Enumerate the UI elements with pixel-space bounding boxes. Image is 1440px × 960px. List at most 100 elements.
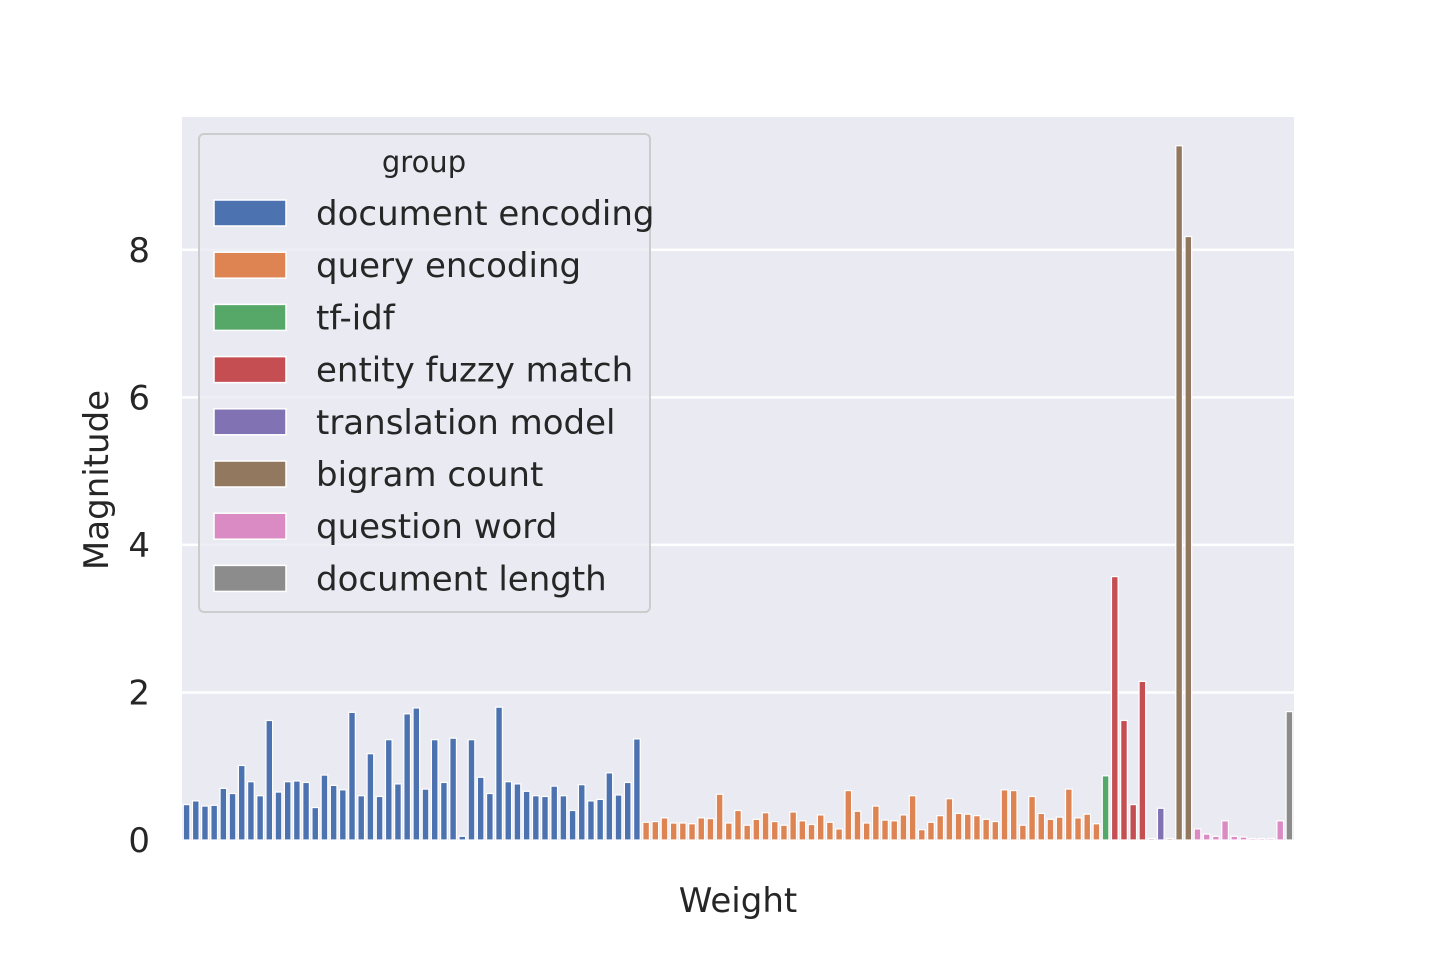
bar — [541, 795, 549, 841]
y-tick-label: 2 — [128, 673, 150, 713]
bar — [476, 776, 485, 841]
bars-group — [182, 145, 1294, 841]
bar — [1184, 235, 1193, 841]
y-axis-label: Magnitude — [77, 390, 117, 570]
bar — [311, 806, 320, 841]
bar — [302, 781, 310, 841]
y-axis-ticks: 0 2 4 6 8 — [128, 231, 150, 861]
bar — [1037, 812, 1046, 841]
bar — [256, 795, 265, 841]
bar — [219, 787, 228, 841]
bar — [1193, 828, 1202, 841]
bar — [715, 793, 724, 841]
bar — [1257, 837, 1266, 841]
bar — [1202, 833, 1211, 841]
bar — [927, 821, 935, 841]
bar — [1166, 837, 1174, 841]
bar — [1046, 818, 1055, 841]
bar — [210, 804, 219, 841]
bar — [1248, 837, 1257, 841]
legend-items: document encoding query encoding tf-idf ent… — [213, 194, 654, 599]
bar — [660, 817, 669, 841]
bar — [752, 818, 761, 841]
bar — [945, 798, 954, 841]
bar — [798, 820, 807, 841]
bar — [780, 824, 788, 841]
legend-label: translation model — [316, 403, 616, 443]
legend-swatch — [213, 251, 287, 279]
bar — [1175, 145, 1184, 841]
bar — [1120, 719, 1128, 841]
bar — [1000, 789, 1009, 841]
bar — [384, 739, 393, 841]
bar — [228, 792, 237, 841]
bar — [320, 774, 329, 841]
bar — [559, 795, 568, 841]
bar — [292, 780, 301, 841]
bar — [596, 798, 605, 841]
x-axis-label: Weight — [679, 881, 797, 921]
bar — [522, 790, 531, 841]
bar — [577, 784, 586, 841]
bar — [862, 822, 871, 841]
y-tick-label: 6 — [128, 378, 150, 418]
bar — [421, 788, 430, 841]
bar — [265, 719, 274, 841]
bar — [1064, 788, 1073, 841]
bar — [1083, 813, 1092, 841]
bar — [1276, 820, 1285, 841]
bar — [247, 781, 255, 841]
bar — [973, 815, 981, 841]
legend-swatch — [213, 408, 287, 436]
bar — [734, 809, 742, 841]
legend-label: query encoding — [316, 246, 581, 286]
bar — [881, 819, 889, 841]
bar — [357, 795, 366, 841]
legend-label: document encoding — [316, 194, 654, 234]
bar — [237, 764, 246, 841]
bar — [743, 824, 752, 841]
bar — [1028, 795, 1036, 841]
legend-swatch — [213, 460, 287, 488]
bar — [430, 739, 439, 841]
legend-swatch — [213, 199, 287, 227]
bar — [504, 781, 513, 841]
legend-label: document length — [316, 559, 607, 599]
bar — [467, 739, 476, 841]
bar — [899, 814, 908, 841]
bar — [513, 783, 522, 841]
legend: group document encoding query encoding tf-… — [198, 133, 654, 613]
bar — [1285, 711, 1294, 841]
legend-swatch — [213, 564, 287, 593]
bar — [1018, 824, 1027, 841]
legend-frame — [198, 133, 651, 613]
bar — [706, 818, 715, 841]
bar — [844, 789, 853, 841]
bar — [412, 707, 421, 841]
bar — [963, 813, 972, 841]
bar — [623, 781, 632, 841]
bar — [550, 785, 559, 841]
bar — [1156, 807, 1165, 841]
bar — [678, 822, 687, 841]
bar — [587, 800, 595, 841]
bar — [1230, 835, 1239, 841]
bar — [366, 753, 375, 841]
bar — [375, 795, 384, 841]
bar — [274, 791, 283, 841]
bar — [890, 820, 899, 841]
bar — [807, 823, 816, 841]
bar — [632, 738, 641, 841]
bar — [724, 822, 733, 841]
bar — [348, 711, 356, 841]
bar — [816, 814, 825, 841]
bar — [191, 800, 200, 841]
bar — [1074, 817, 1082, 841]
legend-label: tf-idf — [316, 298, 396, 338]
legend-label: question word — [316, 507, 557, 547]
y-tick-label: 8 — [128, 231, 150, 271]
bar — [789, 811, 798, 841]
bar — [614, 794, 623, 841]
bar — [182, 803, 191, 841]
